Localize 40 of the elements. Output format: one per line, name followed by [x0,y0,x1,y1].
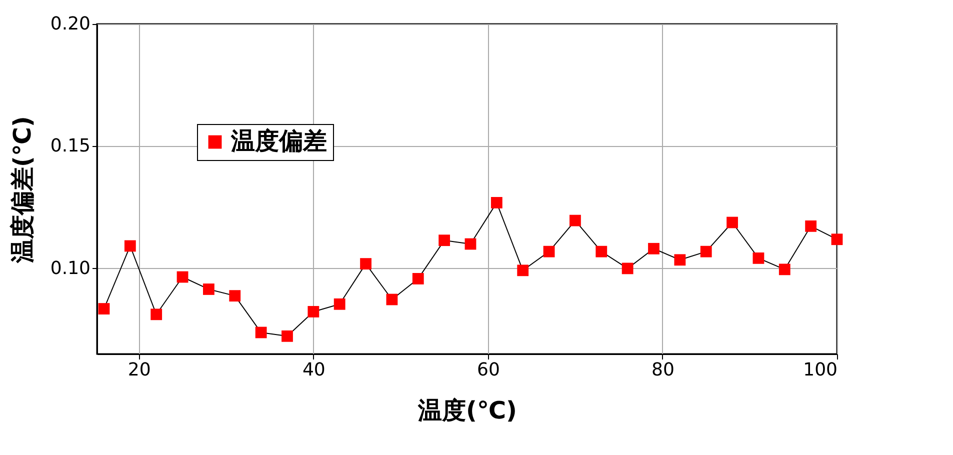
point [438,234,450,246]
x-axis-title: 温度(℃) [417,396,517,424]
point [124,240,136,252]
y-axis-title: 温度偏差(℃) [8,116,36,264]
point [700,246,712,258]
point [596,246,608,258]
point [334,298,346,310]
y-tick-label: 0.20 [50,14,90,34]
point [255,326,267,338]
point [386,294,398,306]
point [622,262,634,274]
x-tick-label: 100 [803,360,838,380]
x-tick-label: 60 [476,360,500,380]
point [360,258,372,270]
x-tick-label: 40 [302,360,326,380]
y-tick-label: 0.15 [50,136,90,157]
point [570,214,581,226]
point [412,273,424,284]
x-tick-label: 20 [128,360,151,380]
point [150,308,162,320]
x-tick-label: 80 [652,360,674,380]
point [674,254,686,266]
point [229,290,241,302]
point [726,216,738,228]
point [778,264,790,276]
point [648,242,660,254]
point [202,284,214,295]
point [805,220,817,232]
point [543,246,555,258]
point [752,252,764,264]
point [490,196,502,208]
y-tick-label: 0.10 [50,258,90,279]
point [98,303,110,314]
point [517,264,529,276]
point [464,238,476,250]
point [176,271,188,283]
legend-label: 温度偏差 [230,127,327,155]
point [308,306,320,318]
point [831,234,843,246]
point [282,330,293,342]
